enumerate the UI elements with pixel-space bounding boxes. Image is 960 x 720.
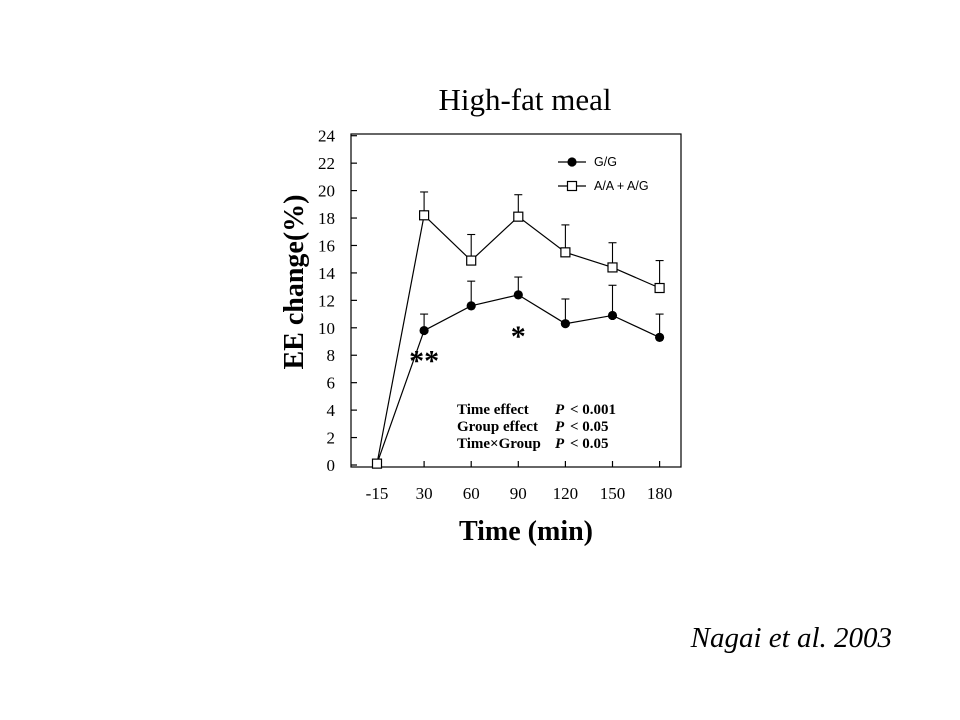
- stat-p-2: P: [555, 436, 565, 452]
- annotation-0: **: [409, 345, 439, 378]
- annotation-1: *: [511, 320, 526, 353]
- y-tick-label-7: 14: [318, 264, 336, 283]
- legend-marker-0: [567, 157, 577, 167]
- x-axis-label: Time (min): [459, 516, 593, 547]
- y-tick-label-9: 18: [318, 209, 335, 228]
- y-tick-label-4: 8: [327, 346, 336, 365]
- y-tick-label-1: 2: [327, 429, 336, 448]
- x-tick-label-1: 30: [416, 484, 433, 503]
- y-tick-label-3: 6: [327, 374, 336, 393]
- y-tick-label-5: 10: [318, 319, 335, 338]
- x-tick-label-6: 180: [647, 484, 673, 503]
- series-1-point-4: [560, 247, 571, 258]
- series-1: [371, 191, 665, 469]
- citation-authors: Nagai et al.: [690, 622, 827, 654]
- legend-marker-1: [566, 180, 578, 192]
- x-tick-label-0: -15: [366, 484, 389, 503]
- x-tick-label-3: 90: [510, 484, 527, 503]
- series-1-point-3: [513, 211, 524, 222]
- y-axis-label: EE change(%): [279, 195, 310, 370]
- y-tick-label-10: 20: [318, 182, 335, 201]
- y-tick-label-12: 24: [318, 127, 336, 146]
- stat-value-2: < 0.05: [570, 436, 609, 452]
- series-0-point-4: [560, 319, 571, 329]
- citation: Nagai et al. 2003: [691, 622, 892, 655]
- legend-label-0: G/G: [594, 155, 617, 169]
- chart-title: High-fat meal: [438, 82, 611, 117]
- stat-label-2: Time×Group: [457, 436, 541, 452]
- y-tick-label-8: 16: [318, 236, 335, 255]
- stat-label-0: Time effect: [457, 402, 529, 418]
- stat-value-0: < 0.001: [570, 402, 616, 418]
- x-tick-label-2: 60: [463, 484, 480, 503]
- x-axis: -15 30 60 90 120 150 180: [366, 461, 673, 503]
- series-1-point-6: [654, 282, 665, 294]
- citation-year: 2003: [834, 622, 892, 654]
- stat-label-1: Group effect: [457, 419, 538, 435]
- series-0-point-3: [513, 290, 523, 300]
- stat-p-0: P: [555, 402, 565, 418]
- x-tick-label-5: 150: [600, 484, 626, 503]
- series-0-point-1: [419, 325, 429, 336]
- series-layer: [371, 191, 665, 469]
- series-0-point-5: [607, 310, 618, 321]
- series-0-point-2: [466, 301, 476, 311]
- y-tick-label-11: 22: [318, 154, 335, 173]
- series-1-point-0: [371, 458, 383, 469]
- stats-box: Time effect P < 0.001 Group effect P < 0.05 Ti…: [457, 402, 616, 452]
- series-1-point-5: [607, 262, 618, 273]
- series-0-point-6: [655, 332, 665, 343]
- legend: G/G A/A + A/G: [558, 155, 649, 193]
- legend-label-1: A/A + A/G: [594, 179, 649, 193]
- stat-value-1: < 0.05: [570, 419, 609, 435]
- annotations: ***: [409, 320, 526, 378]
- x-tick-label-4: 120: [553, 484, 579, 503]
- stat-p-1: P: [555, 419, 565, 435]
- series-1-point-2: [466, 255, 477, 266]
- y-tick-label-0: 0: [327, 456, 336, 475]
- y-tick-label-6: 12: [318, 291, 335, 310]
- y-tick-label-2: 4: [327, 401, 336, 420]
- series-1-point-1: [419, 210, 430, 221]
